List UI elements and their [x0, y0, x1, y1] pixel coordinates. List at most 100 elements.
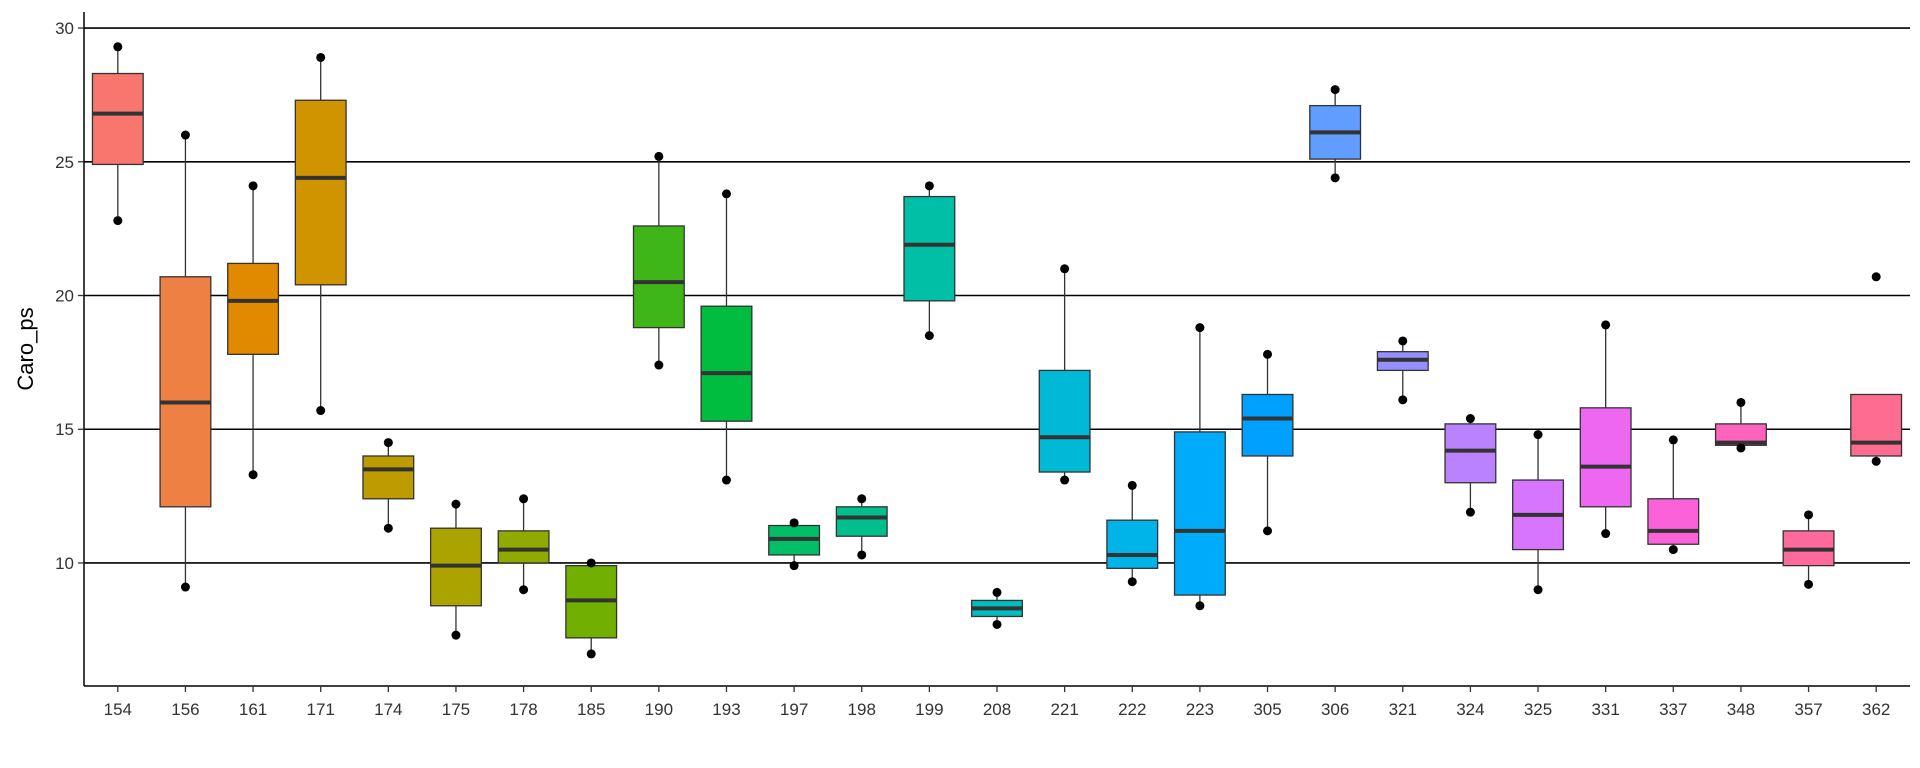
point-337-0: [1668, 435, 1678, 445]
point-357-1: [1804, 579, 1814, 589]
point-223-1: [1195, 601, 1205, 611]
point-306-0: [1330, 85, 1340, 95]
box-331: [1579, 320, 1632, 539]
x-tick-label-331: 331: [1591, 700, 1619, 719]
box-body-178: [497, 530, 550, 564]
box-body-190: [632, 225, 685, 329]
point-171-1: [316, 406, 326, 416]
point-208-1: [992, 619, 1002, 629]
point-190-0: [654, 151, 664, 161]
x-tick-label-197: 197: [780, 700, 808, 719]
point-362-1: [1871, 456, 1881, 466]
box-305: [1241, 349, 1294, 536]
point-174-1: [383, 523, 393, 533]
y-axis-title: Caro_ps: [13, 307, 38, 390]
point-324-0: [1465, 414, 1475, 424]
box-body-331: [1579, 407, 1632, 508]
box-body-305: [1241, 393, 1294, 457]
point-161-1: [248, 470, 258, 480]
point-199-1: [924, 331, 934, 341]
y-tick-label-30: 30: [55, 19, 74, 38]
box-161: [227, 181, 280, 480]
box-362: [1850, 272, 1903, 466]
box-156: [159, 130, 212, 592]
box-175: [429, 499, 482, 640]
point-222-1: [1127, 577, 1137, 587]
box-306: [1309, 85, 1362, 183]
point-175-1: [451, 630, 461, 640]
point-197-0: [789, 518, 799, 528]
x-tick-label-178: 178: [509, 700, 537, 719]
point-178-0: [519, 494, 529, 504]
point-197-1: [789, 561, 799, 571]
x-tick-label-324: 324: [1456, 700, 1484, 719]
point-154-1: [113, 216, 123, 226]
box-221: [1038, 264, 1091, 485]
point-154-0: [113, 42, 123, 52]
point-222-0: [1127, 480, 1137, 490]
box-body-324: [1444, 423, 1497, 484]
box-body-362: [1850, 393, 1903, 457]
box-body-199: [903, 195, 956, 302]
box-body-161: [227, 262, 280, 355]
box-324: [1444, 414, 1497, 517]
box-190: [632, 151, 685, 370]
x-ticks: 154 156 161 171 174 175 178 185 190 193 197 198 199 2…: [104, 686, 1890, 719]
y-tick-label-25: 25: [55, 153, 74, 172]
point-174-0: [383, 438, 393, 448]
x-tick-label-190: 190: [645, 700, 673, 719]
point-331-0: [1601, 320, 1611, 330]
box-body-156: [159, 276, 212, 508]
x-tick-label-198: 198: [848, 700, 876, 719]
x-tick-label-321: 321: [1389, 700, 1417, 719]
box-348: [1714, 397, 1767, 453]
box-body-222: [1106, 519, 1159, 569]
box-178: [497, 494, 550, 595]
x-tick-label-223: 223: [1186, 700, 1214, 719]
y-ticks: 10 15 20 25 30: [55, 19, 84, 573]
point-208-0: [992, 587, 1002, 597]
x-tick-label-199: 199: [915, 700, 943, 719]
box-body-221: [1038, 369, 1091, 473]
box-199: [903, 181, 956, 341]
point-199-0: [924, 181, 934, 191]
point-221-1: [1060, 475, 1070, 485]
x-tick-label-305: 305: [1253, 700, 1281, 719]
x-tick-label-174: 174: [374, 700, 402, 719]
point-324-1: [1465, 507, 1475, 517]
point-198-1: [857, 550, 867, 560]
point-156-1: [180, 582, 190, 592]
point-337-1: [1668, 545, 1678, 555]
point-221-0: [1060, 264, 1070, 274]
point-325-1: [1533, 585, 1543, 595]
point-357-0: [1804, 510, 1814, 520]
box-223: [1173, 323, 1226, 611]
box-body-223: [1173, 431, 1226, 596]
point-331-1: [1601, 529, 1611, 539]
x-tick-label-185: 185: [577, 700, 605, 719]
point-348-0: [1736, 397, 1746, 407]
box-body-174: [362, 455, 415, 500]
box-325: [1512, 430, 1565, 595]
point-348-1: [1736, 443, 1746, 453]
box-body-337: [1647, 498, 1700, 545]
point-193-0: [721, 189, 731, 199]
point-178-1: [519, 585, 529, 595]
point-321-1: [1398, 395, 1408, 405]
box-321: [1376, 336, 1429, 405]
point-175-0: [451, 499, 461, 509]
x-tick-label-325: 325: [1524, 700, 1552, 719]
point-325-0: [1533, 430, 1543, 440]
box-222: [1106, 480, 1159, 587]
x-tick-label-161: 161: [239, 700, 267, 719]
box-198: [835, 494, 888, 560]
box-193: [700, 189, 753, 485]
point-306-1: [1330, 173, 1340, 183]
point-198-0: [857, 494, 867, 504]
box-body-154: [91, 72, 144, 166]
point-185-1: [586, 649, 596, 659]
x-tick-label-357: 357: [1794, 700, 1822, 719]
box-body-198: [835, 506, 888, 537]
point-193-1: [721, 475, 731, 485]
